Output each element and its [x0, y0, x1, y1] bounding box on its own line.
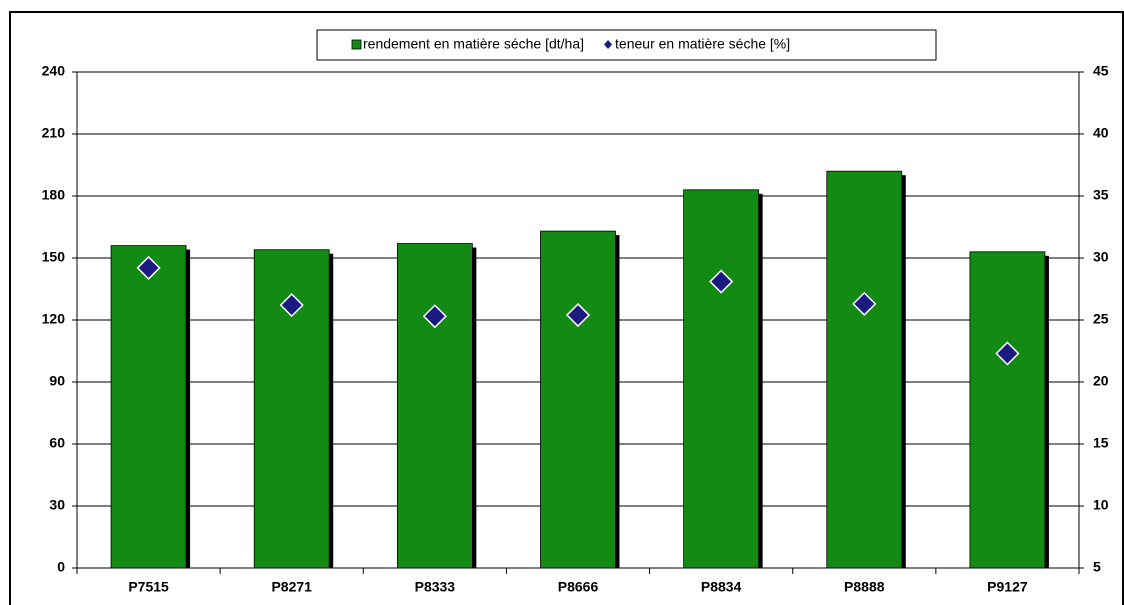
- chart-border: [9, 11, 1124, 605]
- y-tick-label: 30: [49, 497, 65, 513]
- legend-label: teneur en matière séche [%]: [615, 36, 790, 52]
- y2-tick-label: 40: [1093, 125, 1109, 141]
- x-tick-label: P8834: [701, 579, 742, 595]
- y2-tick-label: 15: [1093, 435, 1109, 451]
- y2-tick-label: 35: [1093, 187, 1109, 203]
- legend-label: rendement en matière séche [dt/ha]: [363, 36, 584, 52]
- x-tick-label: P7515: [128, 579, 169, 595]
- y2-tick-label: 30: [1093, 249, 1109, 265]
- y-tick-label: 240: [42, 63, 66, 79]
- marker: [565, 302, 591, 328]
- bar: [110, 245, 187, 569]
- y-tick-label: 210: [42, 125, 66, 141]
- y2-tick-label: 20: [1093, 373, 1109, 389]
- marker: [136, 255, 161, 280]
- y2-tick-label: 25: [1093, 311, 1109, 327]
- y-tick-label: 120: [42, 311, 66, 327]
- legend-box: [316, 29, 937, 61]
- bar: [969, 251, 1046, 569]
- marker: [852, 291, 877, 316]
- y-tick-label: 150: [42, 249, 66, 265]
- x-tick-label: P8666: [558, 579, 599, 595]
- marker: [422, 304, 447, 329]
- legend-swatch: [604, 40, 613, 49]
- legend: rendement en matière séche [dt/ha] teneur…: [316, 29, 937, 61]
- y-tick-label: 180: [42, 187, 66, 203]
- y-tick-label: 90: [49, 373, 65, 389]
- x-tick-label: P8271: [271, 579, 312, 595]
- y-tick-label: 60: [49, 435, 65, 451]
- bar: [540, 230, 616, 569]
- bar: [396, 243, 473, 569]
- marker: [279, 293, 304, 318]
- x-tick-label: P8888: [844, 579, 885, 595]
- legend-swatch: [351, 39, 362, 50]
- x-tick-label: P9127: [987, 579, 1028, 595]
- x-tick-label: P8333: [415, 579, 456, 595]
- bar: [683, 189, 760, 569]
- y2-tick-label: 10: [1093, 497, 1109, 513]
- y-tick-label: 0: [57, 559, 65, 575]
- marker: [995, 341, 1020, 366]
- bar: [826, 170, 903, 569]
- y2-tick-label: 45: [1093, 63, 1109, 79]
- marker: [709, 269, 734, 294]
- y2-tick-label: 5: [1093, 559, 1101, 575]
